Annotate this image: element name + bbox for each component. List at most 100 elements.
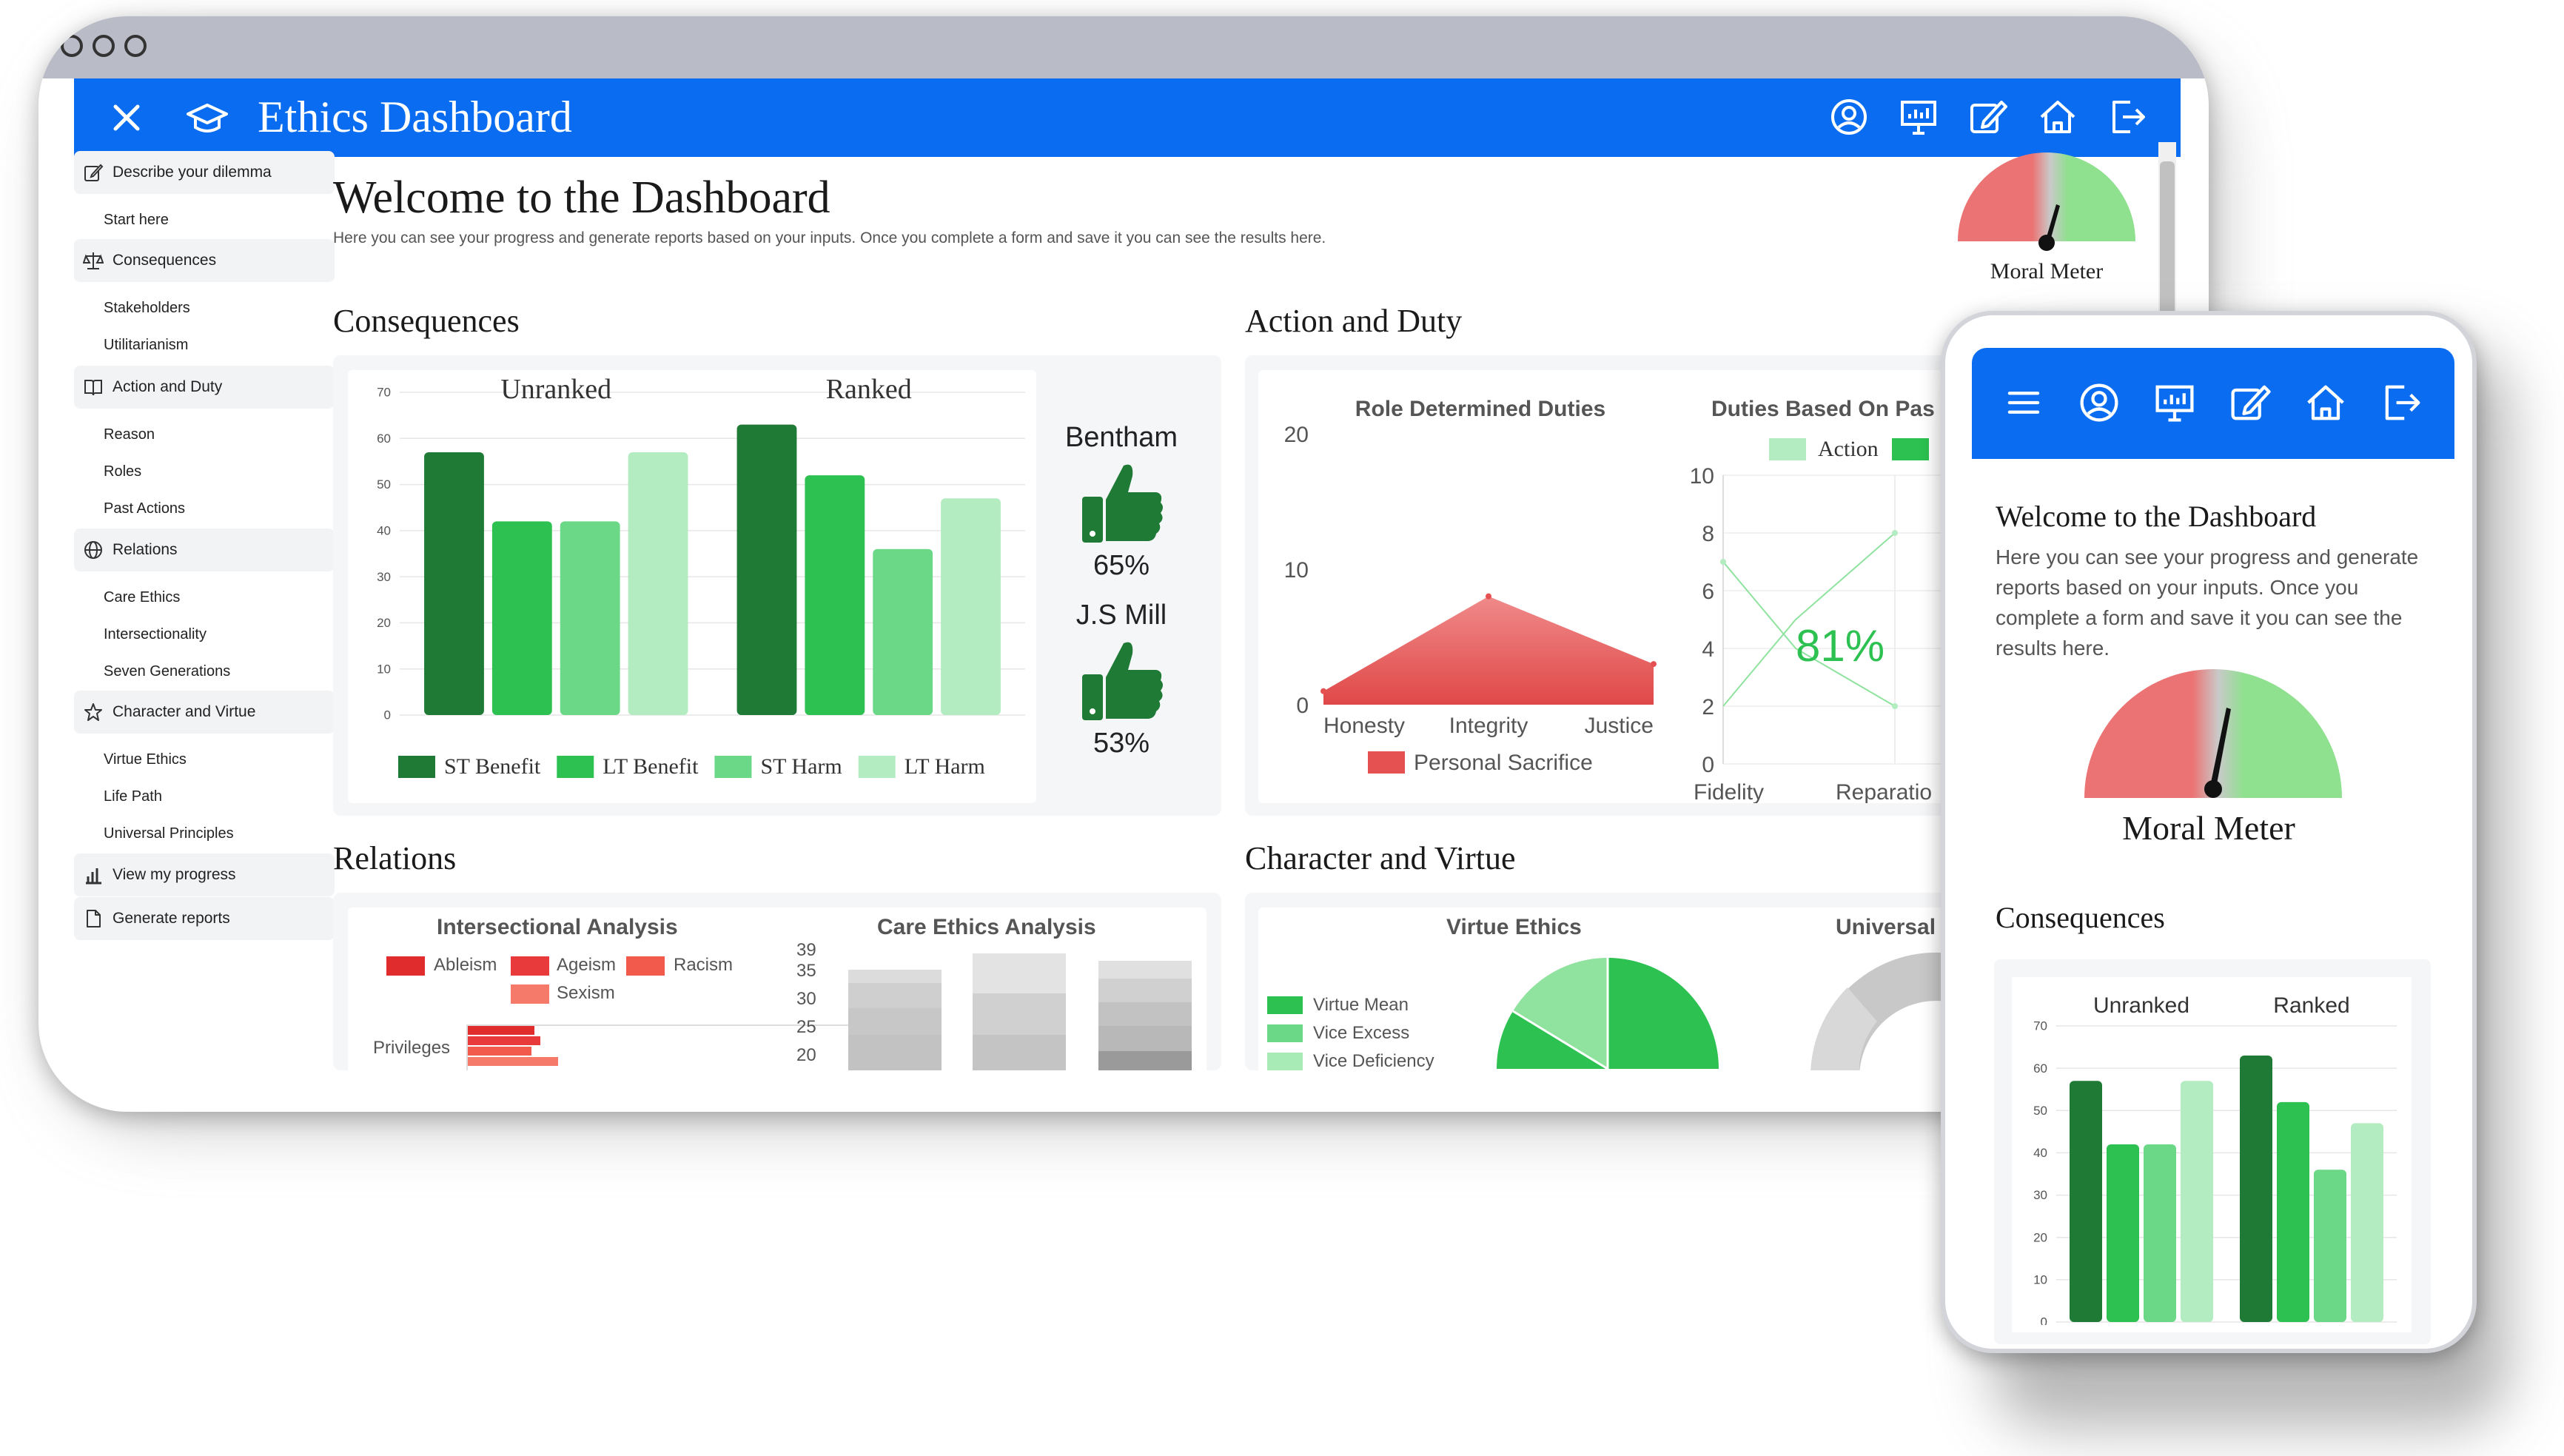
mill-percent: 53% xyxy=(1093,728,1150,759)
y-tick-label: 30 xyxy=(2033,1188,2047,1202)
home-icon[interactable] xyxy=(2300,378,2351,428)
sidebar-item-utilitarianism[interactable]: Utilitarianism xyxy=(104,337,189,353)
bar[interactable] xyxy=(2107,1144,2139,1322)
bentham-percent: 65% xyxy=(1093,550,1150,581)
legend-swatch xyxy=(398,756,435,778)
data-point[interactable] xyxy=(1892,703,1898,709)
window-control-dot[interactable] xyxy=(93,35,115,57)
section-title-character-virtue: Character and Virtue xyxy=(1245,840,1516,876)
data-point[interactable] xyxy=(1720,559,1726,565)
data-point[interactable] xyxy=(1651,661,1657,668)
legend-swatch xyxy=(1892,438,1929,460)
bar[interactable] xyxy=(2240,1056,2272,1322)
sidebar-section-action-duty[interactable]: Action and Duty xyxy=(74,366,335,409)
bentham-label: Bentham xyxy=(1064,422,1178,453)
presentation-icon[interactable] xyxy=(2149,378,2200,428)
area-series xyxy=(1323,596,1654,705)
data-point[interactable] xyxy=(1486,593,1491,600)
menu-icon[interactable] xyxy=(1998,378,2049,428)
sidebar-item-seven-generations[interactable]: Seven Generations xyxy=(104,663,231,680)
legend-swatch xyxy=(1267,1053,1303,1070)
data-point[interactable] xyxy=(1320,688,1326,694)
logout-icon[interactable] xyxy=(2104,93,2151,141)
sidebar-item-intersectionality[interactable]: Intersectionality xyxy=(104,626,207,643)
globe-icon xyxy=(84,541,102,559)
bar[interactable] xyxy=(2351,1123,2383,1322)
bar[interactable] xyxy=(2181,1081,2213,1322)
user-icon[interactable] xyxy=(1825,93,1873,141)
x-tick-label: Honesty xyxy=(1323,714,1405,738)
close-icon[interactable] xyxy=(105,96,148,139)
bar[interactable] xyxy=(2314,1170,2346,1322)
window-control-dot[interactable] xyxy=(61,35,83,57)
bar[interactable] xyxy=(941,498,1001,715)
y-tick-label: 10 xyxy=(1690,464,1714,489)
y-tick-label: 70 xyxy=(2033,1019,2047,1033)
y-tick-label: 60 xyxy=(377,432,391,446)
scrollbar-thumb[interactable] xyxy=(2160,161,2175,321)
sidebar-item-universal-principles[interactable]: Universal Principles xyxy=(104,825,234,842)
sidebar-item-start-here[interactable]: Start here xyxy=(104,212,169,228)
y-tick-label: 50 xyxy=(2033,1104,2047,1118)
moral-meter-label: Moral Meter xyxy=(1990,259,2104,284)
bar[interactable] xyxy=(2277,1101,2309,1322)
legend-label: Vice Excess xyxy=(1313,1023,1410,1043)
edit-icon[interactable] xyxy=(1964,93,2012,141)
sidebar-section-character-virtue[interactable]: Character and Virtue xyxy=(74,691,335,734)
sidebar-view-progress[interactable]: View my progress xyxy=(74,853,335,896)
bar[interactable] xyxy=(491,521,552,715)
presentation-icon[interactable] xyxy=(1895,93,1942,141)
bar[interactable] xyxy=(873,548,933,715)
legend-swatch xyxy=(714,756,752,778)
y-tick-label: 0 xyxy=(1702,753,1714,777)
window-control-dot[interactable] xyxy=(124,35,147,57)
sidebar-section-describe[interactable]: Describe your dilemma xyxy=(74,151,335,194)
sidebar-item-life-path[interactable]: Life Path xyxy=(104,788,162,805)
y-tick-label: 10 xyxy=(2033,1273,2047,1287)
bar[interactable] xyxy=(2070,1081,2102,1322)
sidebar-item-virtue-ethics[interactable]: Virtue Ethics xyxy=(104,751,187,768)
user-icon[interactable] xyxy=(2074,378,2124,428)
sidebar-section-consequences[interactable]: Consequences xyxy=(74,239,335,282)
mill-block: J.S Mill 53% xyxy=(1036,600,1207,759)
sidebar-section-label: Consequences xyxy=(113,252,217,269)
bar[interactable] xyxy=(2144,1144,2176,1322)
pie-slice xyxy=(1608,958,1719,1069)
phone-app-header xyxy=(1972,348,2454,459)
home-icon[interactable] xyxy=(2034,93,2081,141)
y-tick-label: 10 xyxy=(1284,558,1309,583)
bar[interactable] xyxy=(805,475,865,715)
phone-mockup: Welcome to the Dashboard Here you can se… xyxy=(1941,311,2477,1353)
legend-label: Vice Deficiency xyxy=(1313,1051,1434,1070)
data-point[interactable] xyxy=(1892,530,1898,536)
pie-slice xyxy=(1497,1011,1608,1069)
y-tick-label: 40 xyxy=(2033,1146,2047,1160)
bar[interactable] xyxy=(560,521,620,715)
sidebar-item-past-actions[interactable]: Past Actions xyxy=(104,500,186,517)
page-title: Welcome to the Dashboard xyxy=(333,172,830,223)
phone-consequences-bar-chart: 0 10 20 30 40 50 60 70 Unranked Ranked xyxy=(2033,993,2397,1325)
y-tick-label: 10 xyxy=(377,662,391,676)
legend-label: ST Harm xyxy=(760,754,842,779)
edit-icon[interactable] xyxy=(2225,378,2275,428)
bar[interactable] xyxy=(736,424,797,715)
sidebar-item-care-ethics[interactable]: Care Ethics xyxy=(104,589,181,605)
consequences-bar-chart: 0 10 20 30 40 50 60 70 Unranked Ranked ST Benefit L… xyxy=(377,374,1025,779)
legend-label: Sexism xyxy=(557,983,615,1003)
bar xyxy=(468,1036,540,1045)
sidebar-item-roles[interactable]: Roles xyxy=(104,463,142,480)
logout-icon[interactable] xyxy=(2376,378,2426,428)
sidebar-item-stakeholders[interactable]: Stakeholders xyxy=(104,300,190,316)
bar[interactable] xyxy=(424,452,484,715)
y-tick-label: 20 xyxy=(377,616,391,630)
app-header: Ethics Dashboard xyxy=(74,78,2181,157)
role-duties-area-chart: Role Determined Duties 0 10 20 Honesty Integr… xyxy=(1284,397,1657,775)
scale-icon xyxy=(83,252,104,269)
sidebar-section-relations[interactable]: Relations xyxy=(74,529,335,571)
mill-label: J.S Mill xyxy=(1075,600,1167,631)
sidebar-item-reason[interactable]: Reason xyxy=(104,426,155,443)
legend-label: ST Benefit xyxy=(444,754,541,779)
document-icon xyxy=(87,910,101,927)
bar[interactable] xyxy=(628,452,688,715)
sidebar-generate-reports[interactable]: Generate reports xyxy=(74,897,335,940)
